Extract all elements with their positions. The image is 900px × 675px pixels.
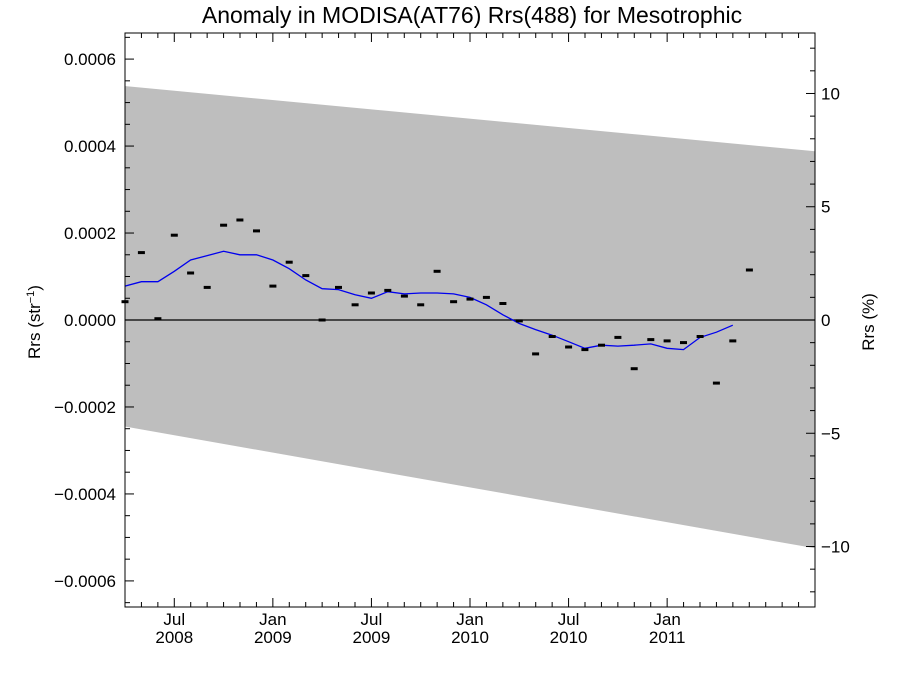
left-tick-label: −0.0006 bbox=[54, 572, 116, 591]
uncertainty-band-layer bbox=[125, 86, 815, 549]
bottom-axis: Jul2008Jan2009Jul2009Jan2010Jul2010Jan20… bbox=[124, 33, 816, 647]
x-tick-year-label: 2009 bbox=[353, 628, 391, 647]
data-point bbox=[367, 291, 375, 295]
data-point bbox=[712, 381, 720, 385]
data-point bbox=[285, 260, 293, 264]
x-tick-year-label: 2009 bbox=[254, 628, 292, 647]
data-point bbox=[187, 271, 195, 275]
data-point bbox=[515, 319, 523, 323]
right-tick-label: 10 bbox=[821, 84, 840, 103]
left-y-axis-label-superscript: −1 bbox=[25, 291, 37, 304]
data-point bbox=[499, 302, 507, 305]
data-point bbox=[647, 338, 655, 342]
data-point bbox=[450, 300, 458, 304]
data-point bbox=[565, 345, 573, 349]
left-tick-label: −0.0004 bbox=[54, 485, 116, 504]
uncertainty-band bbox=[125, 86, 815, 549]
right-tick-label: 0 bbox=[821, 311, 830, 330]
right-axis: 10 5 0 −5 −10 bbox=[806, 47, 850, 593]
data-point bbox=[170, 233, 178, 237]
x-tick-month-label: Jan bbox=[456, 610, 483, 629]
x-tick-year-label: 2011 bbox=[649, 628, 686, 647]
data-point bbox=[417, 303, 425, 307]
left-y-axis-label-close: ) bbox=[25, 285, 44, 291]
data-point bbox=[269, 284, 277, 288]
data-point bbox=[154, 317, 162, 321]
data-point bbox=[220, 223, 228, 227]
left-y-axis-label-base: Rrs (str bbox=[25, 303, 44, 359]
data-point bbox=[532, 352, 540, 356]
left-tick-label: 0.0006 bbox=[64, 50, 116, 69]
data-point bbox=[351, 303, 359, 307]
smoothed-line-layer bbox=[124, 250, 734, 351]
data-point bbox=[581, 348, 589, 352]
x-tick-month-label: Jan bbox=[259, 610, 286, 629]
right-tick-label: −10 bbox=[821, 538, 850, 557]
x-tick-month-label: Jul bbox=[361, 610, 383, 629]
data-point bbox=[466, 297, 474, 301]
monthly-points-layer bbox=[121, 218, 753, 385]
data-point bbox=[318, 318, 326, 322]
data-point bbox=[384, 288, 392, 292]
x-tick-year-label: 2010 bbox=[550, 628, 588, 647]
left-axis: 0.0006 0.0004 0.0002 0.0000 −0.0002 −0.0004 −0… bbox=[54, 36, 134, 604]
data-point bbox=[745, 268, 753, 272]
smoothed-series-line bbox=[124, 250, 734, 351]
right-tick-label: −5 bbox=[821, 424, 840, 443]
data-point bbox=[335, 285, 342, 289]
right-tick-label: 5 bbox=[821, 198, 830, 217]
chart-title: Anomaly in MODISA(AT76) Rrs(488) for Mes… bbox=[202, 2, 742, 28]
data-point bbox=[614, 335, 622, 339]
data-point bbox=[696, 335, 704, 338]
x-tick-month-label: Jul bbox=[558, 610, 580, 629]
x-tick-month-label: Jan bbox=[653, 610, 680, 629]
left-tick-label: 0.0002 bbox=[64, 224, 116, 243]
data-point bbox=[482, 295, 490, 299]
data-point bbox=[203, 285, 211, 289]
data-point bbox=[548, 335, 556, 338]
data-point bbox=[236, 218, 244, 222]
left-y-axis-label: Rrs (str−1) bbox=[25, 285, 44, 359]
data-point bbox=[400, 294, 408, 298]
left-tick-label: −0.0002 bbox=[54, 398, 116, 417]
data-point bbox=[729, 339, 737, 343]
x-tick-month-label: Jul bbox=[163, 610, 185, 629]
data-point bbox=[630, 367, 638, 371]
x-tick-year-label: 2008 bbox=[155, 628, 193, 647]
data-point bbox=[598, 343, 605, 347]
x-tick-year-label: 2010 bbox=[451, 628, 489, 647]
data-point bbox=[663, 339, 671, 343]
right-y-axis-label: Rrs (%) bbox=[859, 293, 878, 351]
left-tick-label: 0.0004 bbox=[64, 137, 116, 156]
left-tick-label: 0.0000 bbox=[64, 311, 116, 330]
data-point bbox=[302, 274, 310, 278]
data-point bbox=[137, 251, 145, 255]
data-point bbox=[253, 229, 260, 233]
data-point bbox=[680, 341, 687, 345]
data-point bbox=[433, 269, 441, 273]
